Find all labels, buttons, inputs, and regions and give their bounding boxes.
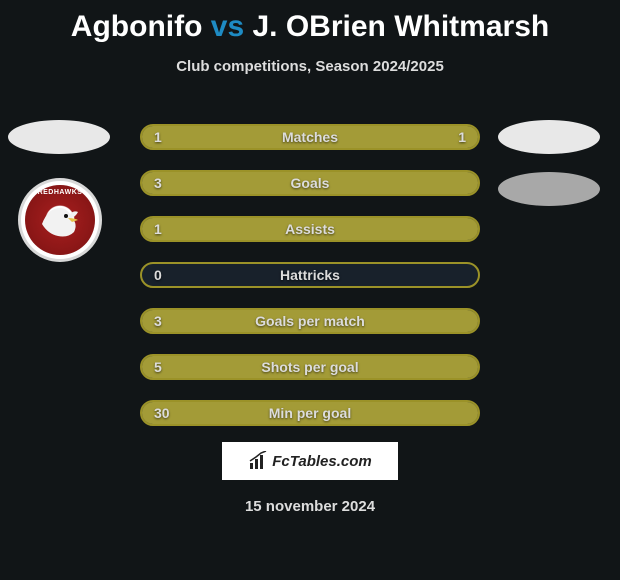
- team-logo-right-ellipse-2: [498, 172, 600, 206]
- date: 15 november 2024: [0, 498, 620, 515]
- stat-row-matches: 1 Matches 1: [140, 124, 480, 150]
- redhawks-text: REDHAWKS: [25, 189, 95, 196]
- team-logo-right-ellipse: [498, 120, 600, 154]
- stat-row-goals-per-match: 3 Goals per match: [140, 308, 480, 334]
- footer-brand: FcTables.com: [222, 442, 398, 480]
- footer-brand-text: FcTables.com: [272, 453, 371, 470]
- stat-value-right: 1: [458, 126, 466, 148]
- team-logo-left-ellipse: [8, 120, 110, 154]
- stat-label: Matches: [142, 126, 478, 148]
- stat-label: Goals per match: [142, 310, 478, 332]
- stat-row-shots-per-goal: 5 Shots per goal: [140, 354, 480, 380]
- chart-icon: [248, 451, 268, 471]
- subtitle: Club competitions, Season 2024/2025: [0, 58, 620, 75]
- stat-label: Shots per goal: [142, 356, 478, 378]
- player1-name: Agbonifo: [71, 10, 203, 43]
- player2-name: J. OBrien Whitmarsh: [252, 10, 549, 43]
- hawk-icon: [38, 202, 82, 242]
- stat-row-assists: 1 Assists: [140, 216, 480, 242]
- comparison-title: Agbonifo vs J. OBrien Whitmarsh: [0, 0, 620, 44]
- stats-container: 1 Matches 1 3 Goals 1 Assists 0 Hattrick…: [140, 124, 480, 446]
- team-logo-redhawks: REDHAWKS: [18, 178, 102, 262]
- stat-row-hattricks: 0 Hattricks: [140, 262, 480, 288]
- stat-row-min-per-goal: 30 Min per goal: [140, 400, 480, 426]
- stat-row-goals: 3 Goals: [140, 170, 480, 196]
- stat-label: Hattricks: [142, 264, 478, 286]
- stat-label: Goals: [142, 172, 478, 194]
- redhawks-badge: REDHAWKS: [25, 185, 95, 255]
- vs-label: vs: [211, 10, 244, 43]
- stat-label: Min per goal: [142, 402, 478, 424]
- stat-label: Assists: [142, 218, 478, 240]
